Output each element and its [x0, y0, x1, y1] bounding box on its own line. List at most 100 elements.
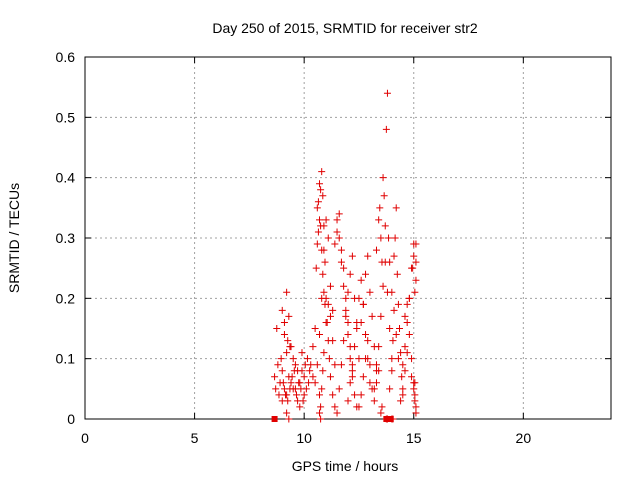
- data-point: [346, 270, 354, 278]
- data-point: [278, 367, 286, 375]
- data-point: [318, 385, 326, 393]
- data-point: [277, 355, 285, 363]
- data-point: [306, 367, 314, 375]
- data-point: [411, 379, 419, 387]
- data-point: [333, 228, 341, 236]
- data-point: [388, 355, 396, 363]
- data-point: [320, 349, 328, 357]
- data-point: [372, 361, 380, 369]
- data-point: [357, 318, 365, 326]
- data-point: [319, 270, 327, 278]
- data-point: [326, 373, 334, 381]
- data-point: [351, 343, 359, 351]
- data-point: [378, 258, 386, 266]
- data-point: [316, 391, 324, 399]
- data-point: [300, 373, 308, 381]
- data-point: [394, 355, 402, 363]
- data-point: [289, 355, 297, 363]
- data-point: [411, 397, 419, 405]
- x-tick-label: 10: [296, 430, 312, 446]
- data-point: [366, 361, 374, 369]
- data-point: [377, 312, 385, 320]
- data-point: [348, 367, 356, 375]
- data-point: [362, 355, 370, 363]
- data-point: [397, 397, 405, 405]
- data-point: [286, 343, 294, 351]
- data-point: [274, 361, 282, 369]
- data-point: [353, 325, 361, 332]
- data-point: [326, 282, 334, 290]
- data-point: [280, 318, 288, 326]
- data-point: [335, 210, 343, 218]
- data-point: [411, 288, 419, 296]
- data-point: [329, 337, 337, 345]
- data-point: [403, 300, 411, 308]
- data-point: [397, 349, 405, 357]
- data-point: [344, 318, 352, 326]
- data-point: [386, 325, 394, 332]
- x-tick-label: 15: [406, 430, 422, 446]
- x-tick-label: 5: [191, 430, 199, 446]
- chart-title: Day 250 of 2015, SRMTID for receiver str…: [212, 20, 478, 36]
- y-tick-label: 0.4: [56, 170, 76, 186]
- data-point: [291, 385, 299, 393]
- data-point: [386, 258, 394, 266]
- x-tick-label: 0: [81, 430, 89, 446]
- data-point: [393, 270, 401, 278]
- data-point: [307, 361, 315, 369]
- data-point: [287, 379, 295, 387]
- data-point: [364, 337, 372, 345]
- data-point: [412, 403, 420, 411]
- data-point: [280, 331, 288, 339]
- data-point: [335, 385, 343, 393]
- x-tick-labels: 0 5 10 15 20: [81, 430, 531, 446]
- data-point: [392, 204, 400, 212]
- data-point: [284, 337, 292, 345]
- data-point: [364, 252, 372, 260]
- data-point: [298, 349, 306, 357]
- data-point: [379, 282, 387, 290]
- zero-marker: [271, 416, 278, 422]
- data-point: [294, 367, 302, 375]
- data-point: [362, 331, 370, 339]
- data-point: [319, 367, 327, 375]
- data-point: [316, 180, 324, 188]
- data-point: [320, 288, 328, 296]
- data-point: [403, 318, 411, 326]
- data-point: [322, 318, 330, 326]
- data-point: [409, 264, 417, 272]
- data-point: [405, 331, 413, 339]
- data-point: [337, 246, 345, 254]
- data-point: [362, 270, 370, 278]
- data-point: [377, 409, 385, 417]
- data-point: [396, 325, 404, 332]
- data-point: [359, 373, 367, 381]
- data-point: [370, 385, 378, 393]
- data-point: [390, 252, 398, 260]
- data-point: [309, 343, 317, 351]
- y-tick-label: 0.3: [56, 230, 76, 246]
- plot-frame: [84, 56, 612, 420]
- data-point: [392, 331, 400, 339]
- data-point: [305, 379, 313, 387]
- data-point: [337, 361, 345, 369]
- data-point: [272, 385, 280, 393]
- data-point: [312, 264, 320, 272]
- data-point: [359, 300, 367, 308]
- data-point: [401, 343, 409, 351]
- y-tick-label: 0.6: [56, 49, 76, 65]
- data-point: [317, 415, 325, 423]
- data-point: [385, 234, 393, 242]
- axis-ticks: [84, 56, 611, 420]
- data-point: [391, 234, 399, 242]
- data-point: [372, 367, 380, 375]
- y-axis-label: SRMTID / TECUs: [6, 183, 22, 293]
- data-point: [275, 391, 283, 399]
- data-point: [410, 385, 418, 393]
- data-point: [381, 222, 389, 230]
- data-point: [285, 415, 293, 423]
- x-axis-label: GPS time / hours: [292, 458, 399, 474]
- data-point: [303, 355, 311, 363]
- data-point: [348, 361, 356, 369]
- data-point: [331, 403, 339, 411]
